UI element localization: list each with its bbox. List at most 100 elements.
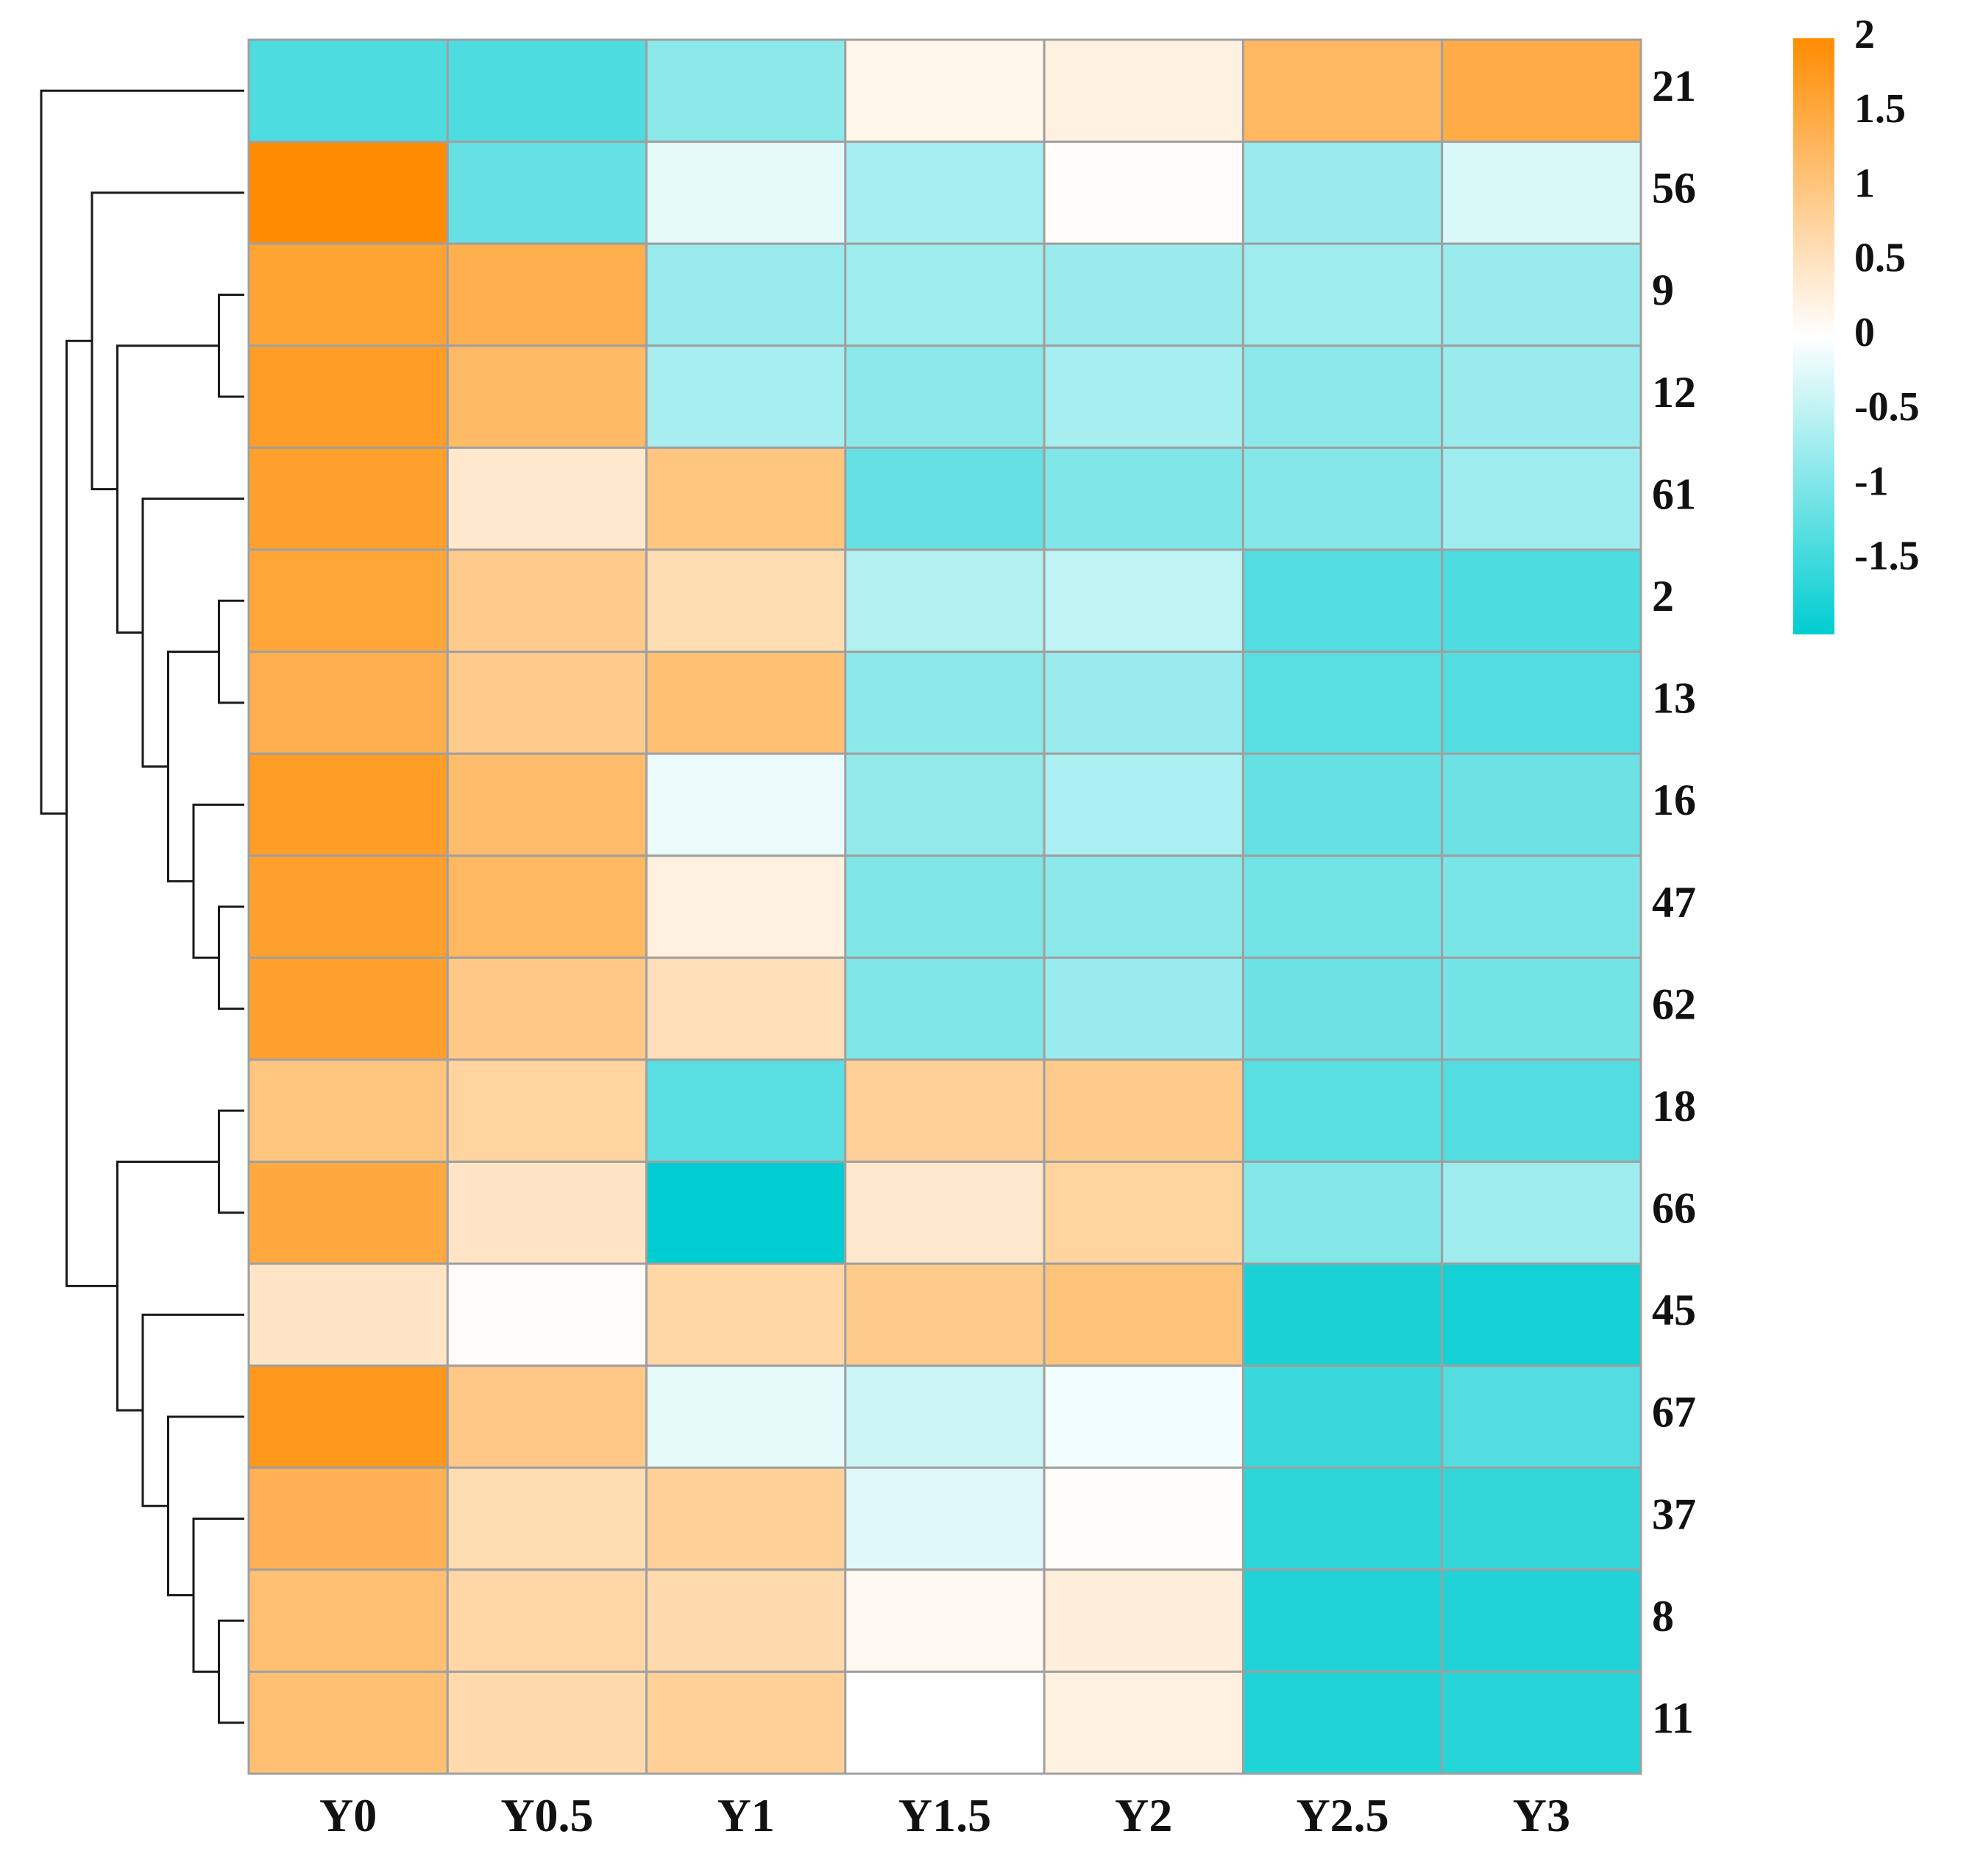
heatmap-cell-13-Y2: [1043, 651, 1244, 755]
heatmap-cell-2-Y0: [247, 548, 449, 654]
heatmap-cell-12-Y0.5: [446, 344, 648, 449]
heatmap-cell-11-Y2: [1043, 1670, 1244, 1775]
heatmap-cell-16-Y0: [247, 752, 449, 857]
heatmap-cell-67-Y2.5: [1241, 1364, 1444, 1469]
heatmap-cell-45-Y3: [1441, 1262, 1642, 1367]
heatmap-cell-16-Y2: [1043, 752, 1244, 857]
heatmap-cell-45-Y0: [247, 1262, 449, 1367]
heatmap-cell-12-Y1: [645, 344, 847, 449]
column-label-Y1.5: Y1.5: [898, 1789, 991, 1841]
heatmap-cell-62-Y3: [1441, 956, 1642, 1061]
heatmap-cell-2-Y1.5: [844, 548, 1046, 654]
heatmap-cell-37-Y0.5: [446, 1466, 648, 1571]
heatmap-cell-66-Y0.5: [446, 1160, 648, 1265]
row-label-13: 13: [1652, 674, 1696, 723]
dendrogram-branch: [218, 293, 244, 398]
heatmap-cell-13-Y3: [1441, 651, 1642, 755]
row-label-66: 66: [1652, 1184, 1696, 1233]
colorbar-tick-2: 2: [1854, 12, 1875, 57]
heatmap-cell-56-Y1: [645, 141, 847, 245]
heatmap-cell-18-Y1.5: [844, 1058, 1046, 1163]
heatmap-cell-61-Y0: [247, 446, 449, 551]
heatmap-cell-16-Y2.5: [1241, 752, 1444, 857]
heatmap-cell-67-Y3: [1441, 1364, 1642, 1469]
row-label-62: 62: [1652, 980, 1696, 1028]
heatmap-cell-56-Y0: [247, 141, 449, 245]
heatmap-cell-13-Y0: [247, 651, 449, 755]
heatmap-cell-2-Y2.5: [1241, 548, 1444, 654]
row-label-67: 67: [1652, 1388, 1696, 1437]
colorbar-tick--0.5: -0.5: [1854, 384, 1920, 430]
column-label-Y3: Y3: [1513, 1789, 1570, 1841]
row-label-21: 21: [1652, 62, 1696, 110]
dendrogram-branch: [40, 89, 244, 815]
heatmap-cell-12-Y2.5: [1241, 344, 1444, 449]
heatmap-cell-47-Y1: [645, 854, 847, 959]
heatmap-cell-2-Y3: [1441, 548, 1642, 654]
row-label-18: 18: [1652, 1082, 1696, 1130]
heatmap-cell-62-Y0: [247, 956, 449, 1061]
column-label-Y0.5: Y0.5: [500, 1789, 593, 1841]
heatmap-cell-37-Y1.5: [844, 1466, 1046, 1571]
heatmap-cell-21-Y1.5: [844, 38, 1046, 144]
row-label-11: 11: [1652, 1693, 1694, 1742]
dendrogram-branch: [141, 1313, 244, 1507]
heatmap-cell-11-Y1.5: [844, 1670, 1046, 1775]
heatmap-cell-8-Y2: [1043, 1568, 1244, 1673]
heatmap-cell-47-Y2.5: [1241, 854, 1444, 959]
heatmap-cell-47-Y0.5: [446, 854, 648, 959]
heatmap-cell-47-Y1.5: [844, 854, 1046, 959]
heatmap-cell-18-Y1: [645, 1058, 847, 1163]
column-label-Y2: Y2: [1115, 1789, 1172, 1841]
heatmap-cell-66-Y0: [247, 1160, 449, 1265]
heatmap-cell-45-Y2: [1043, 1262, 1244, 1367]
heatmap-cell-61-Y1: [645, 446, 847, 551]
heatmap-cell-66-Y1: [645, 1160, 847, 1265]
colorbar-tick--1: -1: [1854, 459, 1889, 504]
heatmap-cell-21-Y2.5: [1241, 38, 1444, 144]
heatmap-cell-8-Y0: [247, 1568, 449, 1673]
colorbar-tick--1.5: -1.5: [1854, 534, 1920, 579]
heatmap-cell-11-Y2.5: [1241, 1670, 1444, 1775]
heatmap-cell-9-Y0.5: [446, 242, 648, 347]
heatmap-cell-2-Y2: [1043, 548, 1244, 654]
heatmap-cell-61-Y2: [1043, 446, 1244, 551]
heatmap-cell-37-Y1: [645, 1466, 847, 1571]
heatmap-cell-16-Y1.5: [844, 752, 1046, 857]
dendrogram-branch: [116, 344, 219, 634]
heatmap-cell-62-Y2: [1043, 956, 1244, 1061]
heatmap-cell-2-Y1: [645, 548, 847, 654]
row-labels: 21 56 9 12 61 2 13 16 47 62 18 66 45 67 37 8 11: [1652, 62, 1696, 1742]
row-label-9: 9: [1652, 266, 1674, 314]
heatmap-cell-67-Y2: [1043, 1364, 1244, 1469]
heatmap-cell-56-Y2.5: [1241, 141, 1444, 245]
heatmap-cell-8-Y3: [1441, 1568, 1642, 1673]
heatmap-cell-67-Y1: [645, 1364, 847, 1469]
heatmap-cell-56-Y1.5: [844, 141, 1046, 245]
dendrogram-branch: [91, 191, 244, 491]
heatmap-cell-11-Y0.5: [446, 1670, 648, 1775]
heatmap-cell-13-Y1.5: [844, 651, 1046, 755]
heatmap-cell-11-Y1: [645, 1670, 847, 1775]
row-label-16: 16: [1652, 776, 1696, 824]
heatmap-cell-12-Y2: [1043, 344, 1244, 449]
row-label-61: 61: [1652, 470, 1696, 518]
dendrogram-branch: [218, 1109, 244, 1214]
heatmap-cell-21-Y0.5: [446, 38, 648, 144]
row-label-47: 47: [1652, 878, 1696, 927]
column-label-Y1: Y1: [717, 1789, 775, 1841]
heatmap-cell-66-Y2.5: [1241, 1160, 1444, 1265]
heatmap-cell-9-Y2.5: [1241, 242, 1444, 347]
heatmap-cell-18-Y3: [1441, 1058, 1642, 1163]
heatmap-cell-9-Y3: [1441, 242, 1642, 347]
column-labels: Y0 Y0.5 Y1 Y1.5 Y2 Y2.5 Y3: [319, 1789, 1570, 1841]
heatmap-cell-13-Y2.5: [1241, 651, 1444, 755]
heatmap-cell-62-Y1: [645, 956, 847, 1061]
heatmap-cell-11-Y0: [247, 1670, 449, 1775]
heatmap-cell-45-Y2.5: [1241, 1262, 1444, 1367]
heatmap-cell-37-Y0: [247, 1466, 449, 1571]
heatmap-cell-16-Y0.5: [446, 752, 648, 857]
dendrogram-branch: [218, 599, 244, 704]
heatmap-cell-66-Y1.5: [844, 1160, 1046, 1265]
heatmap-cell-45-Y0.5: [446, 1262, 648, 1367]
